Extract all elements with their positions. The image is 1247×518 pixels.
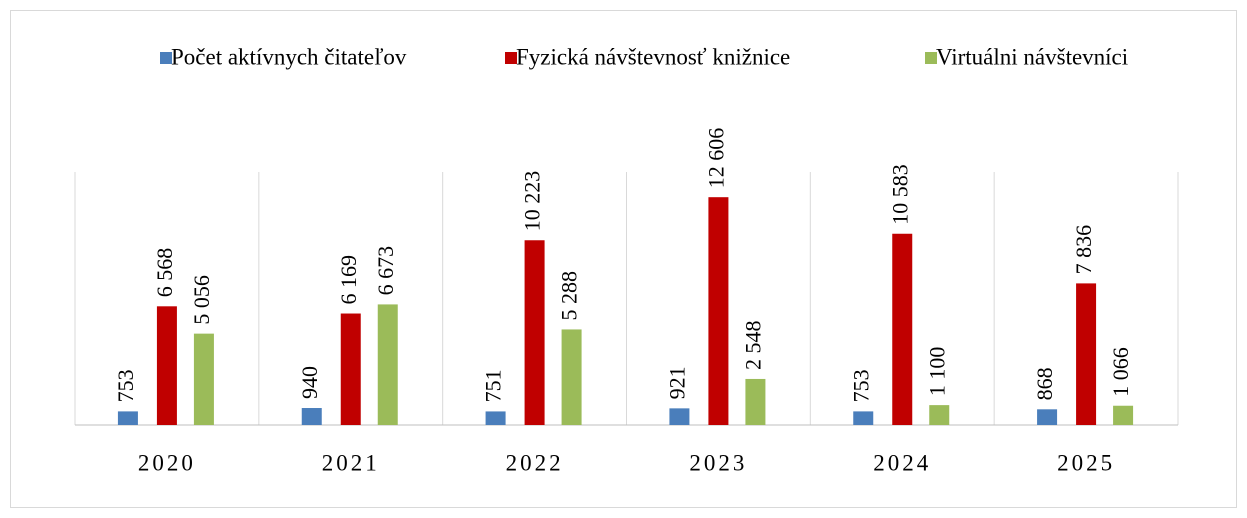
legend-swatch bbox=[160, 52, 172, 64]
bar bbox=[561, 329, 582, 425]
bar bbox=[892, 233, 913, 425]
data-label: 940 bbox=[297, 366, 322, 399]
data-label: 5 288 bbox=[557, 271, 582, 321]
x-tick-label: 2023 bbox=[689, 450, 747, 475]
x-tick-label: 2021 bbox=[322, 450, 380, 475]
data-label: 7 836 bbox=[1071, 225, 1096, 275]
x-tick-label: 2024 bbox=[873, 450, 931, 475]
data-label: 1 100 bbox=[924, 347, 949, 397]
bar bbox=[301, 408, 322, 425]
bar bbox=[1113, 405, 1134, 425]
x-tick-label: 2022 bbox=[506, 450, 564, 475]
data-label: 5 056 bbox=[189, 275, 214, 325]
legend-swatch bbox=[505, 52, 517, 64]
data-label: 751 bbox=[481, 369, 506, 402]
data-label: 921 bbox=[664, 366, 689, 399]
bar bbox=[524, 240, 545, 425]
data-label: 2 548 bbox=[740, 320, 765, 370]
data-label: 6 568 bbox=[152, 248, 177, 298]
bar bbox=[1037, 409, 1058, 425]
bar bbox=[745, 378, 766, 425]
bar bbox=[117, 411, 138, 425]
bar bbox=[156, 306, 177, 425]
data-label: 753 bbox=[113, 369, 138, 402]
chart-border bbox=[10, 10, 1237, 508]
bar bbox=[377, 304, 398, 425]
data-label: 6 169 bbox=[336, 255, 361, 305]
data-label: 6 673 bbox=[373, 246, 398, 296]
bar bbox=[853, 411, 874, 425]
bar bbox=[929, 405, 950, 425]
data-label: 10 583 bbox=[887, 164, 912, 225]
x-tick-label: 2020 bbox=[138, 450, 196, 475]
bar bbox=[193, 333, 214, 425]
data-label: 12 606 bbox=[703, 128, 728, 189]
data-label: 10 223 bbox=[520, 171, 545, 232]
legend-label: Fyzická návštevnosť knižnice bbox=[516, 44, 790, 69]
data-label: 753 bbox=[848, 369, 873, 402]
legend-label: Virtuálni návštevníci bbox=[936, 44, 1128, 69]
data-label: 868 bbox=[1032, 367, 1057, 400]
bar bbox=[340, 313, 361, 425]
legend-label: Počet aktívnych čitateľov bbox=[171, 44, 407, 69]
data-label: 1 066 bbox=[1108, 347, 1133, 397]
bar bbox=[1076, 283, 1097, 425]
bar bbox=[485, 411, 506, 425]
bar bbox=[669, 408, 690, 425]
x-tick-label: 2025 bbox=[1057, 450, 1115, 475]
legend-swatch bbox=[925, 52, 937, 64]
bar bbox=[708, 197, 729, 425]
